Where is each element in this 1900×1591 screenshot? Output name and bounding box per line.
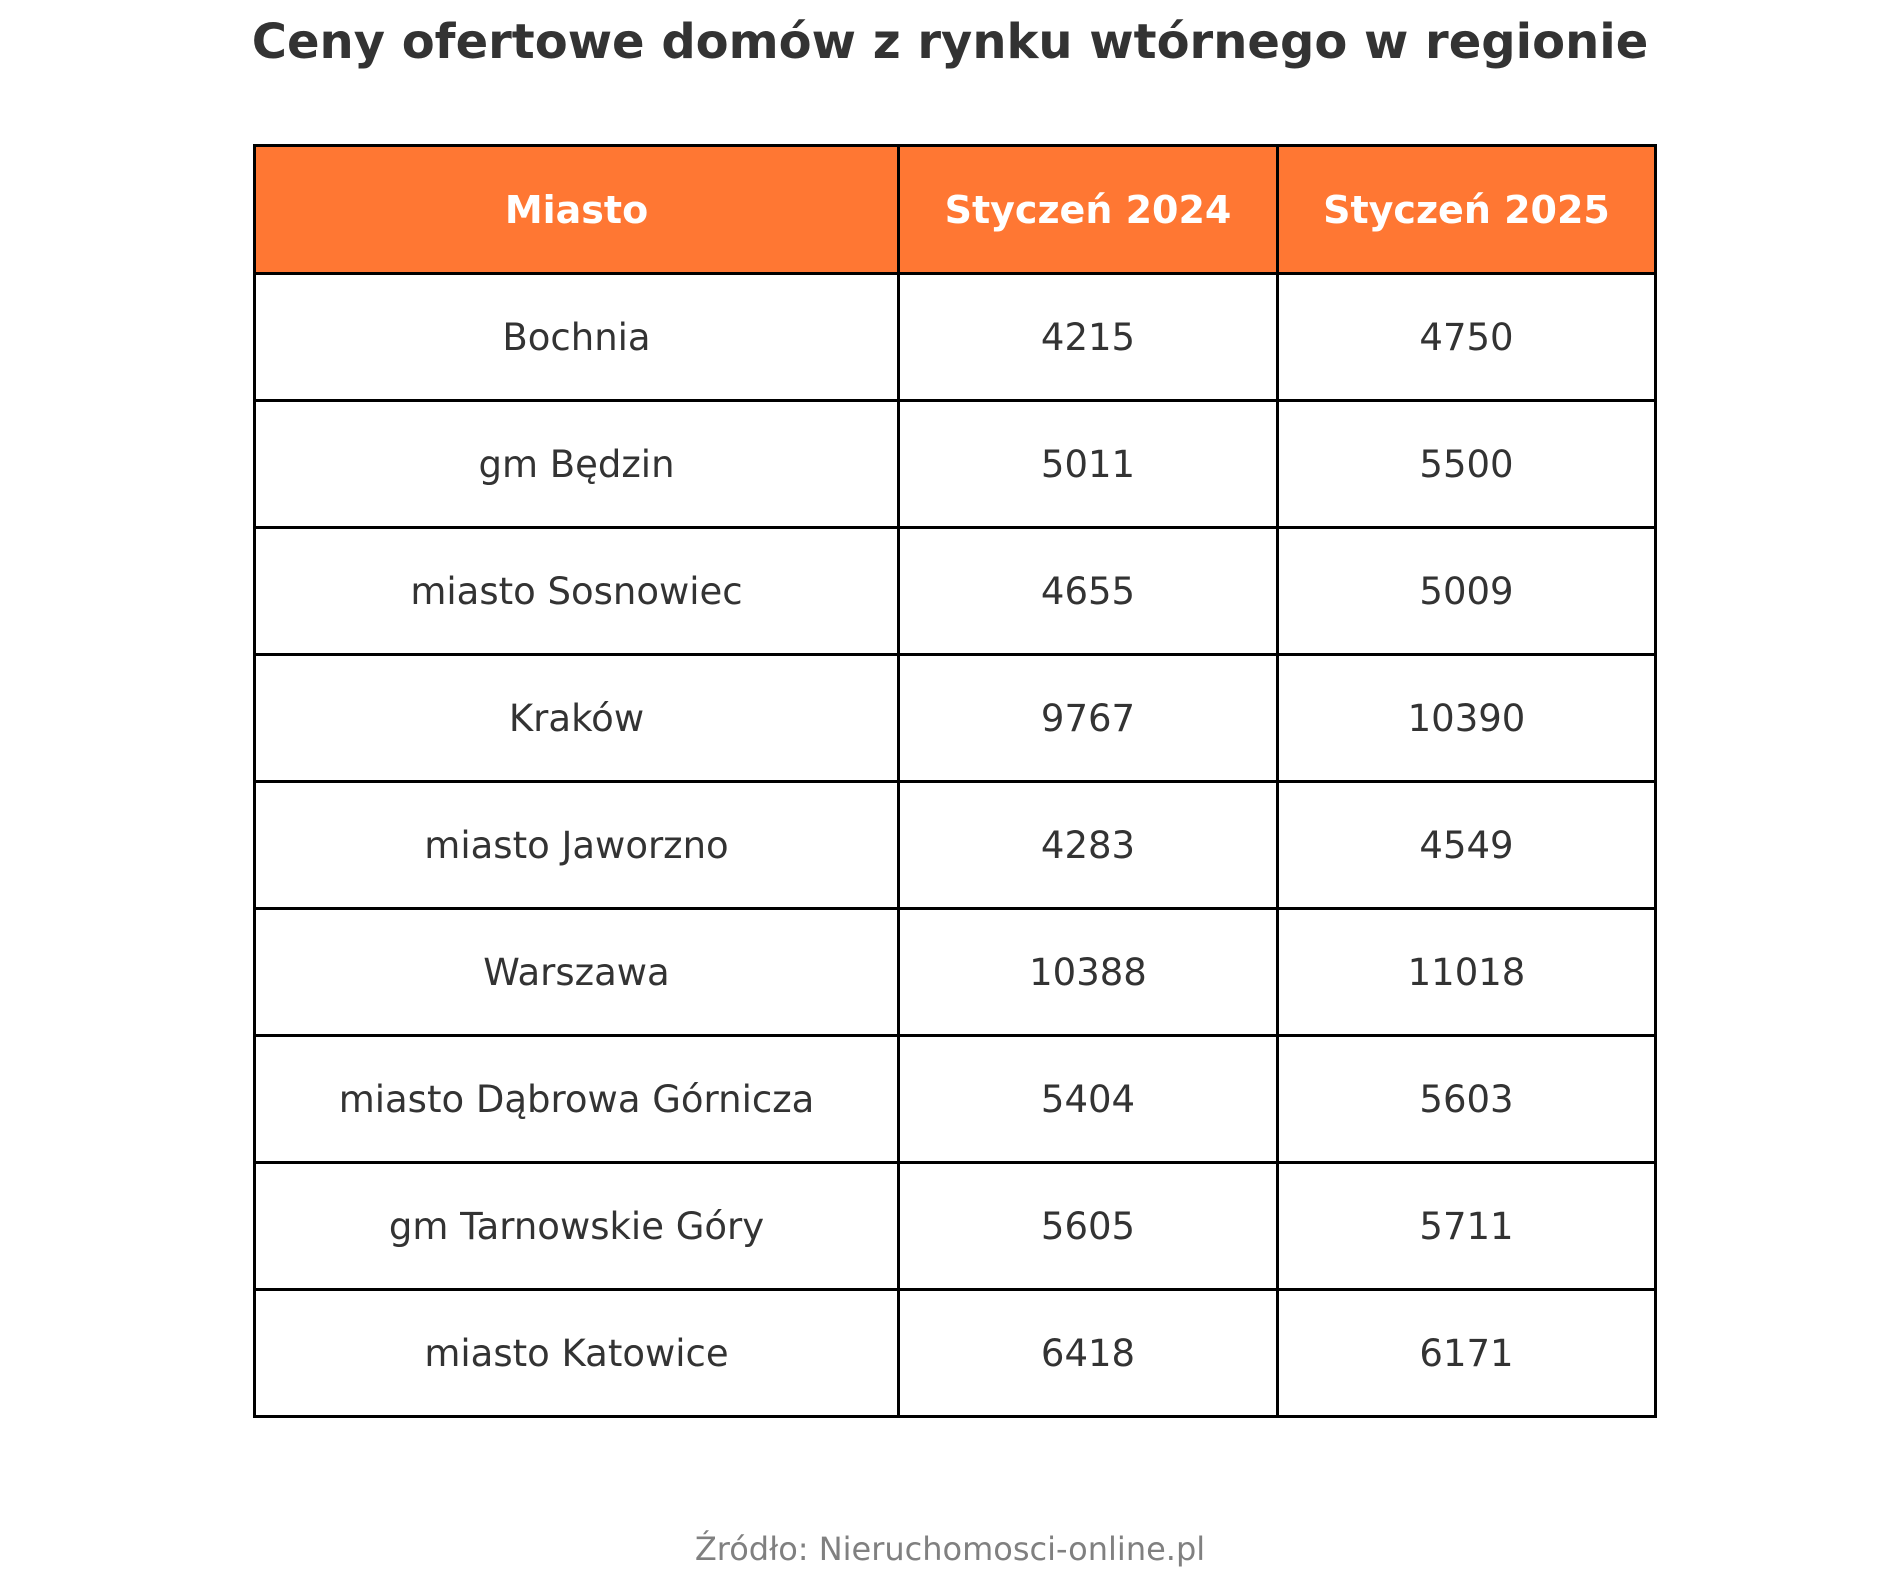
table-row: miasto Dąbrowa Górnicza 5404 5603: [253, 1034, 1657, 1164]
table-row: miasto Jaworzno 4283 4549: [253, 780, 1657, 910]
cell-jan-2025: 6171: [1276, 1288, 1657, 1418]
table-row: Bochnia 4215 4750: [253, 272, 1657, 402]
cell-jan-2024: 9767: [897, 653, 1279, 783]
cell-city: gm Tarnowskie Góry: [253, 1161, 900, 1291]
cell-jan-2024: 4283: [897, 780, 1279, 910]
cell-jan-2025: 5500: [1276, 399, 1657, 529]
cell-jan-2025: 5711: [1276, 1161, 1657, 1291]
cell-jan-2024: 5605: [897, 1161, 1279, 1291]
cell-jan-2025: 4549: [1276, 780, 1657, 910]
cell-jan-2025: 5009: [1276, 526, 1657, 656]
cell-city: Warszawa: [253, 907, 900, 1037]
cell-jan-2024: 6418: [897, 1288, 1279, 1418]
cell-city: miasto Jaworzno: [253, 780, 900, 910]
table-row: Kraków 9767 10390: [253, 653, 1657, 783]
header-jan-2024: Styczeń 2024: [897, 144, 1279, 275]
cell-city: miasto Dąbrowa Górnicza: [253, 1034, 900, 1164]
table-row: gm Będzin 5011 5500: [253, 399, 1657, 529]
cell-jan-2024: 5011: [897, 399, 1279, 529]
table-row: miasto Sosnowiec 4655 5009: [253, 526, 1657, 656]
cell-city: miasto Sosnowiec: [253, 526, 900, 656]
cell-city: Bochnia: [253, 272, 900, 402]
source-note: Źródło: Nieruchomosci-online.pl: [694, 1530, 1206, 1568]
cell-jan-2024: 5404: [897, 1034, 1279, 1164]
cell-jan-2024: 10388: [897, 907, 1279, 1037]
cell-jan-2025: 4750: [1276, 272, 1657, 402]
cell-jan-2024: 4655: [897, 526, 1279, 656]
header-jan-2025: Styczeń 2025: [1276, 144, 1657, 275]
cell-city: miasto Katowice: [253, 1288, 900, 1418]
table-row: Warszawa 10388 11018: [253, 907, 1657, 1037]
page-title: Ceny ofertowe domów z rynku wtórnego w r…: [251, 14, 1649, 70]
cell-jan-2025: 11018: [1276, 907, 1657, 1037]
table-row: gm Tarnowskie Góry 5605 5711: [253, 1161, 1657, 1291]
table-row: miasto Katowice 6418 6171: [253, 1288, 1657, 1418]
header-city: Miasto: [253, 144, 900, 275]
cell-jan-2024: 4215: [897, 272, 1279, 402]
cell-city: gm Będzin: [253, 399, 900, 529]
cell-city: Kraków: [253, 653, 900, 783]
price-table: Miasto Styczeń 2024 Styczeń 2025 Bochnia…: [253, 144, 1657, 1418]
header-row: Miasto Styczeń 2024 Styczeń 2025: [253, 144, 1657, 275]
cell-jan-2025: 5603: [1276, 1034, 1657, 1164]
cell-jan-2025: 10390: [1276, 653, 1657, 783]
